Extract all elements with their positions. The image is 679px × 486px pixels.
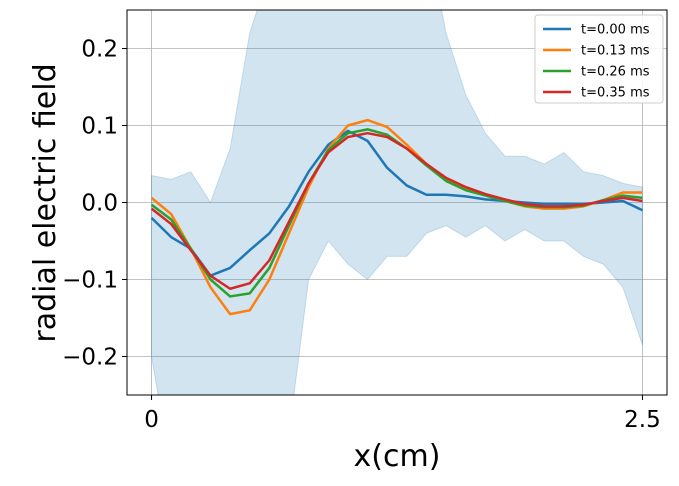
line-series — [150, 129, 643, 277]
legend-label: t=0.35 ms — [581, 86, 650, 101]
y-axis-label: radial electric field — [28, 63, 63, 342]
x-axis-label: x(cm) — [354, 439, 441, 474]
plot-area — [150, 10, 643, 395]
y-tick-label: 0.1 — [81, 114, 118, 140]
line-series — [150, 131, 643, 290]
line-series — [150, 118, 643, 316]
legend-label: t=0.13 ms — [581, 44, 650, 59]
y-tick-label: 0.2 — [81, 37, 118, 63]
error-band — [151, 10, 643, 395]
y-tick-label: −0.1 — [62, 268, 118, 294]
x-tick-label: 2.5 — [624, 407, 661, 433]
legend-box — [534, 14, 664, 104]
legend-label: t=0.00 ms — [581, 23, 650, 38]
y-tick-label: −0.2 — [62, 345, 118, 371]
y-tick-label: 0.0 — [81, 191, 118, 217]
legend-label: t=0.26 ms — [581, 65, 650, 80]
x-tick-label: 0 — [144, 407, 159, 433]
legend: t=0.00 ms t=0.13 ms t=0.26 ms t=0.35 ms — [534, 14, 664, 104]
ticks: −0.2 −0.1 0.0 0.1 0.2 0 2.5 — [62, 37, 661, 434]
